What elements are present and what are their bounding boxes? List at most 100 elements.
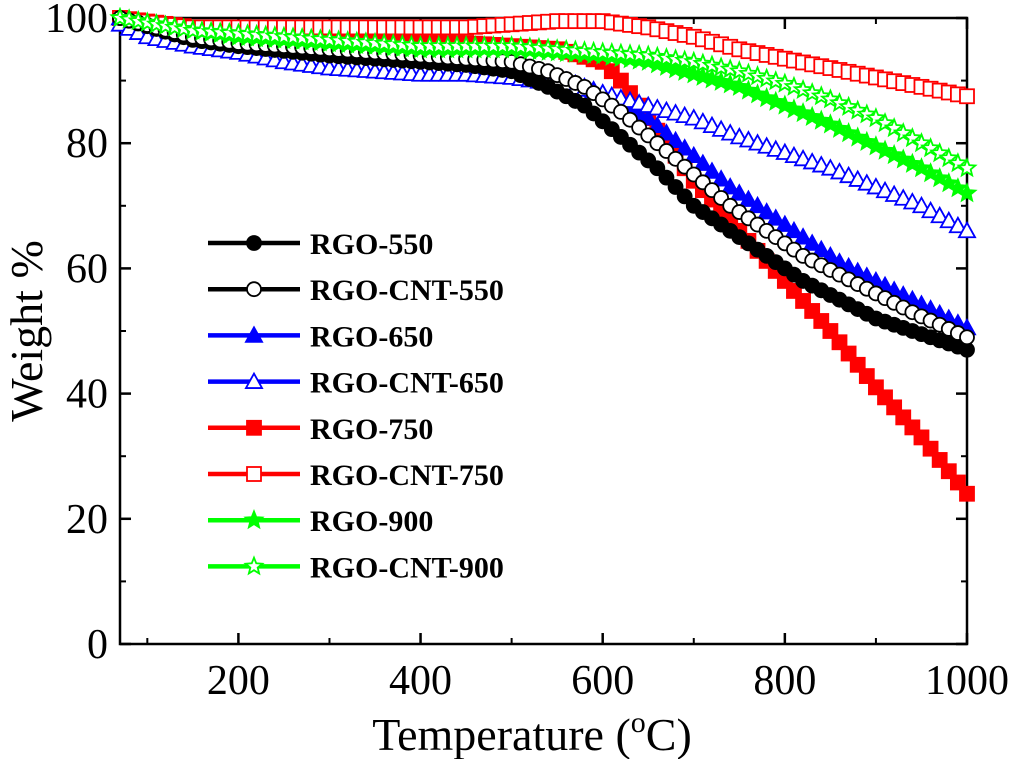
y-tick-label: 100 bbox=[45, 0, 108, 42]
legend-label: RGO-550 bbox=[310, 228, 433, 261]
data-point bbox=[959, 88, 975, 105]
data-point bbox=[856, 130, 878, 151]
data-point bbox=[684, 145, 704, 164]
x-axis-title-degree: o bbox=[631, 706, 646, 739]
legend-marker bbox=[246, 281, 262, 298]
data-point bbox=[959, 329, 975, 346]
data-point bbox=[848, 169, 868, 187]
legend-entry: RGO-900 bbox=[208, 505, 433, 538]
data-point bbox=[866, 177, 886, 195]
legend-label: RGO-650 bbox=[310, 320, 433, 353]
legend-label: RGO-CNT-750 bbox=[310, 459, 504, 492]
data-point bbox=[875, 180, 895, 199]
legend-label: RGO-900 bbox=[310, 505, 433, 538]
data-point bbox=[959, 485, 975, 502]
data-point bbox=[901, 152, 923, 173]
data-point bbox=[847, 99, 869, 120]
legend-marker bbox=[243, 509, 265, 530]
legend-marker bbox=[246, 466, 262, 482]
data-point bbox=[883, 117, 905, 138]
data-point bbox=[929, 167, 951, 188]
data-point bbox=[747, 195, 768, 214]
legend-label: RGO-CNT-900 bbox=[310, 551, 504, 584]
data-point bbox=[938, 172, 960, 193]
y-axis-title: Weight % bbox=[1, 240, 52, 422]
data-point bbox=[811, 239, 831, 257]
x-tick-label: 200 bbox=[207, 658, 270, 704]
data-point bbox=[929, 142, 951, 163]
data-point bbox=[819, 113, 842, 134]
data-point bbox=[613, 72, 629, 89]
data-point bbox=[658, 169, 675, 186]
data-point bbox=[892, 122, 914, 143]
data-point bbox=[920, 200, 941, 219]
data-point bbox=[756, 86, 778, 108]
series-rgo-cnt-900 bbox=[109, 6, 978, 178]
data-point bbox=[649, 160, 666, 177]
legend-entry: RGO-CNT-900 bbox=[208, 551, 504, 584]
data-point bbox=[647, 115, 667, 134]
legend-marker bbox=[246, 235, 262, 251]
legend-marker bbox=[243, 555, 265, 576]
data-point bbox=[819, 88, 842, 109]
data-point bbox=[938, 147, 960, 168]
data-point bbox=[711, 119, 731, 137]
data-point bbox=[839, 165, 859, 184]
data-point bbox=[801, 105, 823, 126]
axis-ticks: 200 400 600 800 1000 0 20 40 60 80 100 bbox=[45, 0, 1009, 704]
data-point bbox=[774, 72, 796, 93]
data-point bbox=[828, 91, 851, 113]
x-tick-label: 1000 bbox=[925, 658, 1009, 704]
legend-entry: RGO-650 bbox=[208, 320, 433, 353]
data-point bbox=[910, 157, 933, 178]
data-point bbox=[737, 79, 760, 100]
data-point bbox=[901, 127, 923, 148]
data-point bbox=[837, 95, 860, 116]
data-point bbox=[865, 135, 887, 156]
data-point bbox=[956, 157, 978, 178]
data-point bbox=[766, 208, 786, 226]
data-point bbox=[720, 177, 740, 195]
data-point bbox=[856, 103, 878, 124]
data-point bbox=[728, 75, 750, 96]
data-point bbox=[738, 189, 758, 207]
data-point bbox=[783, 98, 805, 119]
data-point bbox=[801, 81, 823, 103]
legend-marker bbox=[244, 325, 264, 343]
data-point bbox=[665, 130, 686, 149]
legend-label: RGO-CNT-550 bbox=[310, 274, 504, 307]
data-point bbox=[884, 184, 904, 202]
data-point bbox=[793, 227, 813, 245]
legend-entry: RGO-550 bbox=[208, 228, 433, 261]
data-point bbox=[675, 138, 695, 156]
data-point bbox=[874, 139, 896, 160]
data-point bbox=[857, 173, 877, 191]
data-point bbox=[720, 123, 740, 141]
data-point bbox=[956, 182, 978, 203]
data-point bbox=[820, 158, 840, 176]
data-point bbox=[783, 75, 805, 96]
data-point bbox=[939, 210, 959, 229]
data-point bbox=[957, 220, 977, 239]
data-point bbox=[930, 205, 950, 224]
x-axis-title-unit: C) bbox=[646, 709, 692, 759]
data-point bbox=[693, 153, 713, 171]
legend-entry: RGO-CNT-650 bbox=[208, 367, 504, 400]
x-tick-label: 800 bbox=[753, 658, 816, 704]
data-point bbox=[729, 183, 749, 201]
data-point bbox=[911, 195, 932, 214]
series-layer bbox=[109, 6, 978, 502]
data-point bbox=[765, 90, 787, 111]
legend-entry: RGO-CNT-550 bbox=[208, 274, 504, 307]
x-tick-label: 400 bbox=[389, 658, 452, 704]
data-point bbox=[910, 132, 933, 153]
data-point bbox=[667, 179, 684, 195]
data-point bbox=[792, 101, 814, 123]
data-point bbox=[802, 233, 822, 251]
data-point bbox=[638, 108, 658, 126]
data-point bbox=[757, 202, 777, 220]
data-point bbox=[828, 117, 851, 138]
data-point bbox=[947, 152, 969, 173]
